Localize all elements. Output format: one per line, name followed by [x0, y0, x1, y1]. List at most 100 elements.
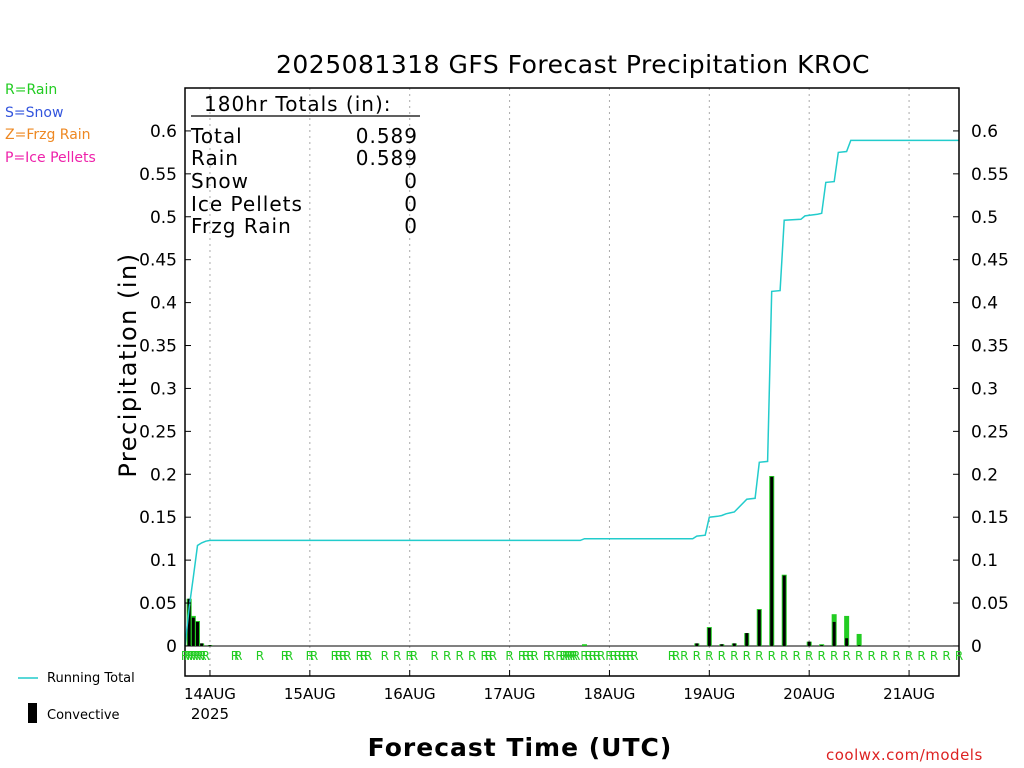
precip-type-marker: R [343, 649, 351, 663]
legend-snow-label: S=Snow [5, 105, 64, 121]
x-tick-sublabel: 2025 [191, 705, 229, 723]
legend-rain-label: R=Rain [5, 82, 58, 98]
precip-type-marker: R [234, 649, 242, 663]
precip-type-marker: R [360, 649, 368, 663]
y-tick-label-left: 0.35 [139, 337, 177, 357]
precip-type-marker: R [743, 649, 751, 663]
convective-bar [820, 645, 824, 646]
precip-type-marker: R [618, 649, 626, 663]
totals-header: 180hr Totals (in): [204, 92, 392, 116]
y-tick-label-right: 0 [971, 637, 982, 657]
totals-frzg-rain-label: Frzg Rain [191, 214, 292, 238]
grid [185, 88, 959, 676]
credit-link[interactable]: coolwx.com/models [826, 746, 983, 764]
precip-type-marker: R [930, 649, 938, 663]
axes: 14AUG 2025 15AUG 16AUG 17AUG 18AUG 19AUG 20AUG 2… [139, 122, 1009, 723]
x-tick-label: 17AUG [484, 685, 536, 703]
precip-type-marker: R [605, 649, 613, 663]
precip-type-marker: R [231, 649, 239, 663]
precip-type-marker: R [597, 649, 605, 663]
precip-type-marker: R [693, 649, 701, 663]
y-tick-label-left: 0.45 [139, 251, 177, 271]
totals-ice-pellets-value: 0 [404, 192, 418, 216]
y-tick-label-left: 0.55 [139, 165, 177, 185]
y-tick-label-left: 0.05 [139, 594, 177, 614]
bars [186, 475, 862, 646]
precip-type-marker: R [489, 649, 497, 663]
precip-type-marker: R [331, 649, 339, 663]
totals-rain-value: 0.589 [356, 146, 418, 170]
precip-type-marker: R [589, 649, 597, 663]
y-tick-label-right: 0.55 [971, 165, 1009, 185]
totals-total-label: Total [190, 124, 243, 148]
convective-bar [191, 617, 195, 646]
totals-box: 180hr Totals (in): Total 0.589 Rain 0.58… [190, 92, 420, 238]
precip-type-marker: R [768, 649, 776, 663]
precip-type-marker: R [793, 649, 801, 663]
plot-frame [184, 87, 960, 677]
precip-type-marker: R [184, 649, 192, 663]
precip-type-marker: R [339, 649, 347, 663]
precip-type-marker: R [518, 649, 526, 663]
precip-type-marker: R [867, 649, 875, 663]
convective-bar [807, 641, 811, 646]
convective-bar [782, 575, 786, 646]
precip-type-marker: R [443, 649, 451, 663]
x-tick-label: 19AUG [683, 685, 735, 703]
precip-type-marker: R [564, 649, 572, 663]
legend-ice-pellets-label: P=Ice Pellets [5, 150, 96, 166]
precip-type-marker: R [281, 649, 289, 663]
precip-type-marker: R [202, 649, 210, 663]
precip-type-marker: R [410, 649, 418, 663]
precip-type-marker: R [192, 649, 200, 663]
x-tick-label: 21AUG [883, 685, 935, 703]
x-tick-label: 18AUG [583, 685, 635, 703]
x-tick-label: 20AUG [783, 685, 835, 703]
y-tick-label-right: 0.6 [971, 122, 998, 142]
precip-type-marker: R [181, 649, 189, 663]
precip-type-marker: R [580, 649, 588, 663]
legend-snow: S=Snow [5, 105, 63, 121]
precip-type-marker: R [917, 649, 925, 663]
precip-type-marker: R [310, 649, 318, 663]
precip-type-marker: R [718, 649, 726, 663]
y-tick-label-left: 0.3 [150, 379, 177, 399]
precip-type-marker: R [393, 649, 401, 663]
convective-bar [200, 643, 204, 646]
convective-bar [695, 643, 699, 646]
precip-type-marker: R [905, 649, 913, 663]
precip-type-marker: R [955, 649, 963, 663]
rain-bar [581, 644, 587, 646]
precip-type-marker: R [485, 649, 493, 663]
y-tick-label-left: 0.2 [150, 465, 177, 485]
convective-bar [720, 644, 724, 646]
precip-type-marker: R [431, 649, 439, 663]
rain-bar [856, 633, 862, 646]
totals-total-value: 0.589 [356, 124, 418, 148]
y-tick-label-right: 0.5 [971, 208, 998, 228]
legend-frzg-rain-label: Z=Frzg Rain [5, 127, 91, 143]
convective-bar [832, 621, 836, 646]
precip-type-marker: R [522, 649, 530, 663]
convective-bar [745, 633, 749, 646]
precip-type-marker: R [584, 649, 592, 663]
precip-type-marker: R [526, 649, 534, 663]
x-tick-label: 15AUG [284, 685, 336, 703]
precip-type-marker: R [567, 649, 575, 663]
precip-type-marker: R [755, 649, 763, 663]
precip-type-marker: R [285, 649, 293, 663]
precip-type-marker: R [190, 649, 198, 663]
y-tick-label-right: 0.2 [971, 465, 998, 485]
legend-ice-pellets: P=Ice Pellets [5, 150, 96, 166]
precip-type-marker: R [609, 649, 617, 663]
series-legend: Running Total Convective [18, 671, 135, 723]
running-total-line [184, 139, 959, 647]
y-tick-label-right: 0.3 [971, 379, 998, 399]
precip-type-marker: R [593, 649, 601, 663]
precip-type-marker: R [195, 649, 203, 663]
precip-type-marker: R [855, 649, 863, 663]
legend-rain: R=Rain [5, 82, 57, 98]
convective-legend-swatch [28, 703, 37, 723]
x-tick-label: 14AUG [184, 685, 236, 703]
convective-bar [208, 645, 212, 646]
